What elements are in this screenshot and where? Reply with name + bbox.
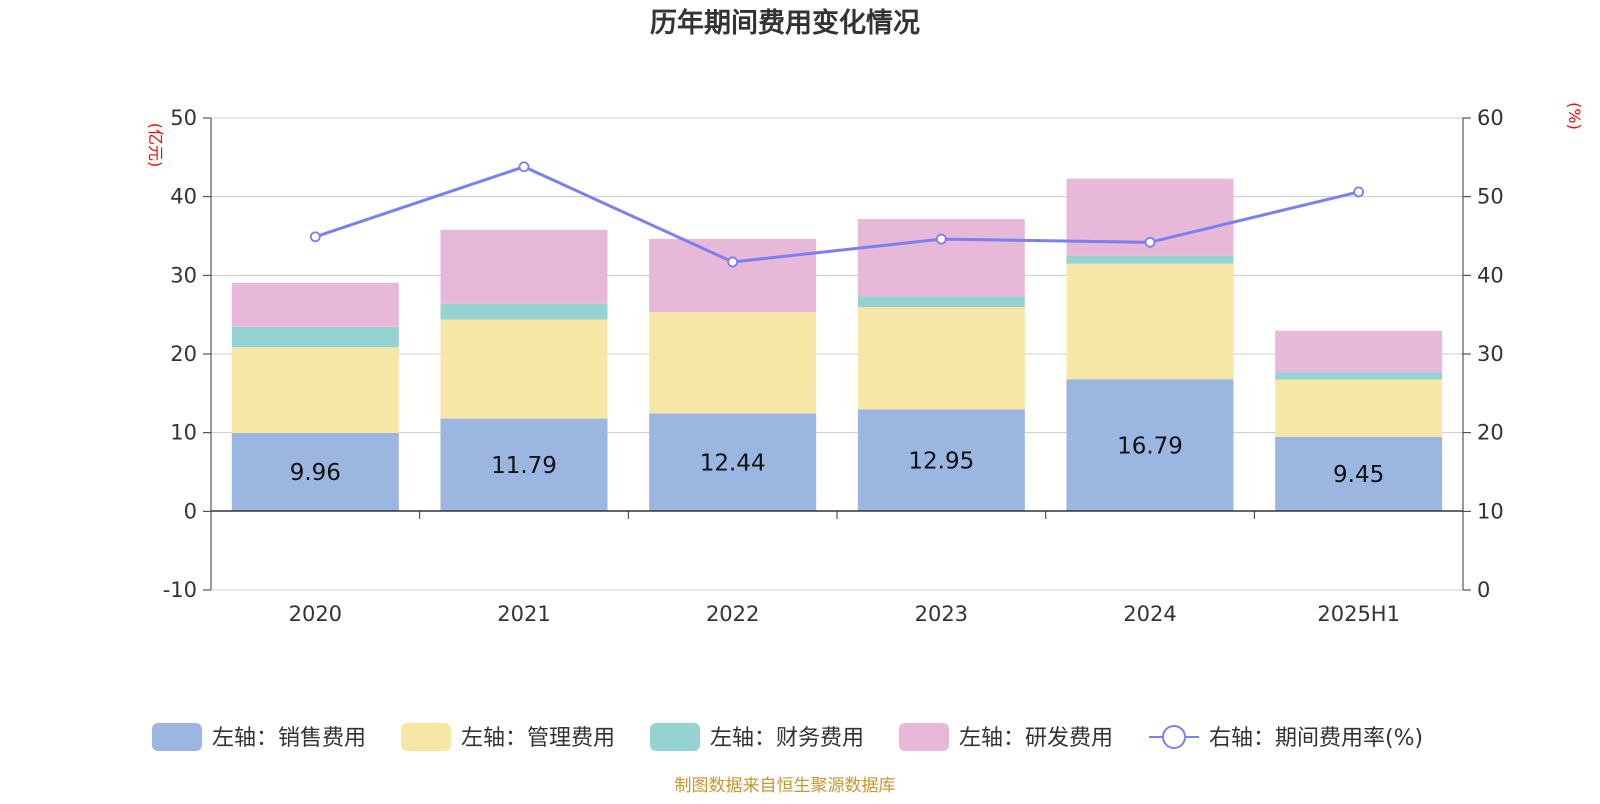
bar-segment-s1-2024 [1066, 263, 1234, 380]
legend-line-marker [1162, 725, 1186, 749]
x-axis-label: 2021 [497, 602, 550, 626]
bar-segment-s1-2021 [440, 319, 608, 419]
legend-label: 左轴：财务费用 [710, 726, 864, 751]
legend-label: 左轴：研发费用 [959, 726, 1113, 751]
x-axis-label: 2023 [915, 602, 968, 626]
expense-ratio-point [309, 231, 321, 243]
legend: 左轴：销售费用 左轴：管理费用 左轴：财务费用 左轴：研发费用 右轴：期间费用率(%) [152, 723, 1423, 751]
bar-segment-s0-2025H1 [1275, 436, 1443, 512]
right-axis-unit: (%) [1565, 102, 1584, 130]
data-label: 12.44 [700, 450, 766, 476]
left-axis-tick-label: 10 [170, 421, 197, 445]
bar-segment-s1-2022 [649, 311, 817, 414]
bar-segment-s2-2024 [1066, 255, 1234, 264]
x-axis-label: 2025H1 [1317, 602, 1400, 626]
bar-segment-s0-2023 [857, 409, 1025, 512]
x-axis-label: 2022 [706, 602, 759, 626]
axes-layer: -10 0 10 20 30 40 50 0 10 20 30 40 50 60 2020 2021 2022 2… [163, 106, 1504, 626]
legend-swatch [152, 723, 202, 751]
expense-ratio-point [727, 256, 739, 268]
data-label: 16.79 [1117, 433, 1183, 459]
left-axis-tick-label: -10 [163, 578, 197, 602]
bar-segment-s1-2023 [857, 307, 1025, 410]
left-axis-tick-label: 50 [170, 106, 197, 130]
data-label: 12.95 [908, 448, 974, 474]
bar-segment-s0-2020 [231, 432, 399, 512]
bar-segment-s2-2021 [440, 303, 608, 320]
right-axis-tick-label: 30 [1477, 342, 1504, 366]
right-axis-tick-label: 10 [1477, 499, 1504, 523]
right-axis-tick-label: 60 [1477, 106, 1504, 130]
expense-ratio-point [518, 161, 530, 173]
bar-segment-s2-2025H1 [1275, 372, 1443, 380]
expense-ratio-point [1144, 236, 1156, 248]
left-axis-unit: (亿元) [146, 123, 165, 168]
left-axis-tick-label: 30 [170, 263, 197, 287]
right-axis-tick-label: 20 [1477, 421, 1504, 445]
bar-segment-s2-2023 [857, 296, 1025, 308]
bar-segment-s0-2021 [440, 418, 608, 512]
right-axis-tick-label: 50 [1477, 185, 1504, 209]
bar-segment-s1-2020 [231, 347, 399, 433]
left-axis-tick-label: 20 [170, 342, 197, 366]
bar-segment-s3-2021 [440, 229, 608, 304]
legend-label: 左轴：管理费用 [461, 726, 615, 751]
legend-label: 右轴：期间费用率(%) [1209, 726, 1423, 751]
bar-segment-s0-2022 [649, 413, 817, 512]
legend-swatch [401, 723, 451, 751]
data-label: 11.79 [491, 453, 557, 479]
chart-title: 历年期间费用变化情况 [650, 7, 920, 39]
data-label: 9.45 [1333, 462, 1384, 488]
labels-layer: 9.96 11.79 12.44 12.95 16.79 9.45 [290, 433, 1385, 488]
legend-swatch [899, 723, 949, 751]
legend-label: 左轴：销售费用 [212, 726, 366, 751]
x-axis-label: 2024 [1123, 602, 1176, 626]
bar-segment-s3-2020 [231, 282, 399, 327]
bars-layer [231, 178, 1443, 512]
expense-ratio-line [314, 165, 1360, 264]
bar-segment-s2-2020 [231, 326, 399, 348]
bar-segment-s3-2022 [649, 238, 817, 312]
line-layer [309, 161, 1365, 268]
bar-segment-s0-2024 [1066, 379, 1234, 512]
right-axis-tick-label: 40 [1477, 263, 1504, 287]
data-label: 9.96 [290, 460, 341, 486]
legend-swatch [650, 723, 700, 751]
right-axis-tick-label: 0 [1477, 578, 1490, 602]
bar-segment-s1-2025H1 [1275, 379, 1443, 437]
expense-ratio-point [1353, 186, 1365, 198]
x-axis-label: 2020 [289, 602, 342, 626]
bar-segment-s3-2023 [857, 219, 1025, 297]
left-axis-tick-label: 40 [170, 185, 197, 209]
left-axis-tick-label: 0 [184, 499, 197, 523]
data-source-note: 制图数据来自恒生聚源数据库 [675, 776, 896, 796]
expense-ratio-point [935, 233, 947, 245]
bar-segment-s3-2025H1 [1275, 330, 1443, 373]
